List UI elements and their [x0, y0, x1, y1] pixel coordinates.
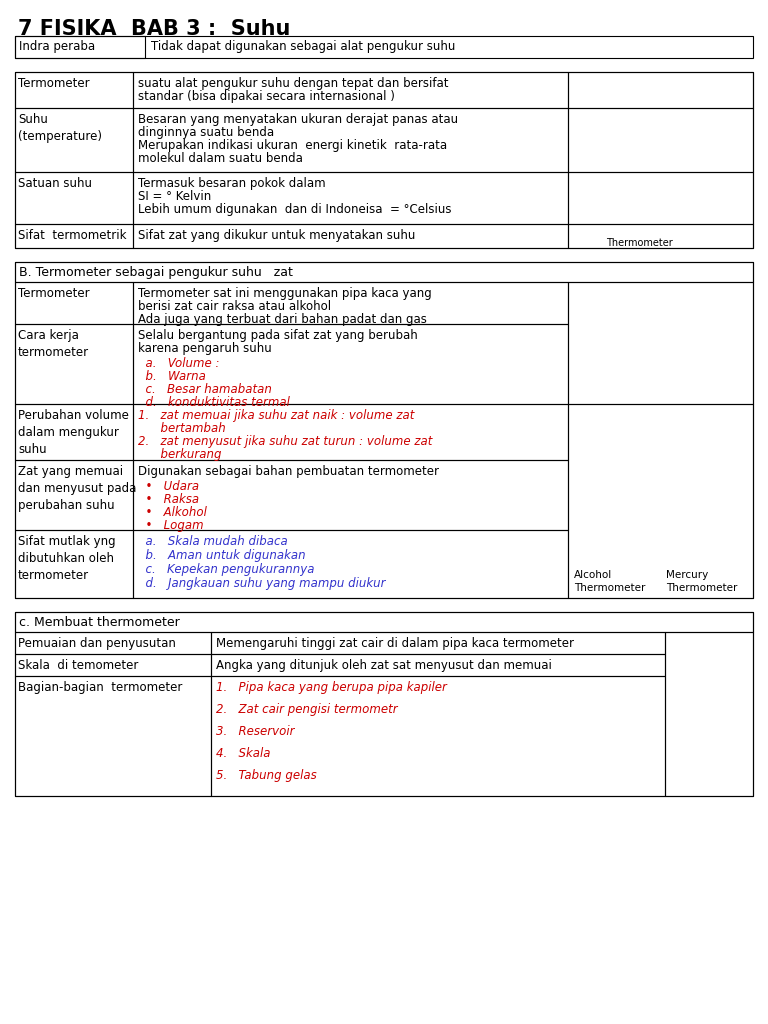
Bar [133, 172, 568, 224]
Text: Suhu
(temperature): Suhu (temperature) [18, 113, 102, 143]
Text: •   Raksa: • Raksa [138, 493, 199, 506]
Bar [15, 404, 133, 460]
Text: molekul dalam suatu benda: molekul dalam suatu benda [138, 152, 303, 165]
Text: dinginnya suatu benda: dinginnya suatu benda [138, 126, 274, 139]
Bar [15, 262, 753, 282]
Text: 5.   Tabung gelas: 5. Tabung gelas [216, 769, 316, 782]
Text: •   Udara: • Udara [138, 480, 199, 493]
Bar [133, 530, 568, 598]
Bar [665, 632, 753, 796]
Bar [133, 460, 568, 530]
Text: Indra peraba: Indra peraba [19, 40, 95, 53]
Text: SI = ° Kelvin: SI = ° Kelvin [138, 190, 211, 203]
Bar [568, 404, 753, 598]
Bar [15, 36, 145, 58]
Text: berisi zat cair raksa atau alkohol: berisi zat cair raksa atau alkohol [138, 300, 331, 313]
Text: •   Logam: • Logam [138, 519, 204, 532]
Text: d.   konduktivitas termal: d. konduktivitas termal [138, 396, 290, 409]
Text: Termometer sat ini menggunakan pipa kaca yang: Termometer sat ini menggunakan pipa kaca… [138, 287, 432, 300]
Bar [15, 172, 133, 224]
Text: Termasuk besaran pokok dalam: Termasuk besaran pokok dalam [138, 177, 326, 190]
Text: Sifat  termometrik: Sifat termometrik [18, 229, 127, 242]
Bar [15, 282, 133, 324]
Bar [133, 108, 568, 172]
Bar [568, 108, 753, 172]
Text: Sifat zat yang dikukur untuk menyatakan suhu: Sifat zat yang dikukur untuk menyatakan … [138, 229, 415, 242]
Bar [211, 676, 665, 796]
Bar [15, 108, 133, 172]
Bar [133, 324, 568, 404]
Bar [15, 612, 753, 796]
Bar [15, 530, 133, 598]
Text: B. Termometer sebagai pengukur suhu   zat: B. Termometer sebagai pengukur suhu zat [19, 266, 293, 279]
Text: c.   Kepekan pengukurannya: c. Kepekan pengukurannya [138, 563, 315, 575]
Text: Angka yang ditunjuk oleh zat sat menyusut dan memuai: Angka yang ditunjuk oleh zat sat menyusu… [216, 659, 552, 672]
Text: Digunakan sebagai bahan pembuatan termometer: Digunakan sebagai bahan pembuatan termom… [138, 465, 439, 478]
Text: Memengaruhi tinggi zat cair di dalam pipa kaca termometer: Memengaruhi tinggi zat cair di dalam pip… [216, 637, 574, 650]
Text: 4.   Skala: 4. Skala [216, 746, 270, 760]
Text: Ada juga yang terbuat dari bahan padat dan gas: Ada juga yang terbuat dari bahan padat d… [138, 313, 427, 326]
Text: Selalu bergantung pada sifat zat yang berubah: Selalu bergantung pada sifat zat yang be… [138, 329, 418, 342]
Text: Perubahan volume
dalam mengukur
suhu: Perubahan volume dalam mengukur suhu [18, 409, 129, 456]
Bar [568, 224, 753, 248]
Bar [211, 632, 665, 654]
Text: c. Membuat thermometer: c. Membuat thermometer [19, 616, 180, 629]
Text: bertambah: bertambah [138, 422, 226, 435]
Text: Bagian-bagian  termometer: Bagian-bagian termometer [18, 681, 182, 694]
Bar [15, 676, 211, 796]
Text: suatu alat pengukur suhu dengan tepat dan bersifat: suatu alat pengukur suhu dengan tepat da… [138, 77, 449, 90]
Text: •   Alkohol: • Alkohol [138, 506, 207, 519]
Bar [133, 282, 568, 324]
Text: Tidak dapat digunakan sebagai alat pengukur suhu: Tidak dapat digunakan sebagai alat pengu… [151, 40, 455, 53]
Text: karena pengaruh suhu: karena pengaruh suhu [138, 342, 272, 355]
Text: Thermometer: Thermometer [606, 238, 673, 248]
Text: 2.   Zat cair pengisi termometr: 2. Zat cair pengisi termometr [216, 703, 398, 716]
Bar [15, 36, 753, 58]
Bar [133, 224, 568, 248]
Text: Skala  di temometer: Skala di temometer [18, 659, 138, 672]
Bar [133, 72, 568, 108]
Bar [15, 632, 211, 654]
Bar [15, 72, 133, 108]
Bar [568, 72, 753, 108]
Text: Zat yang memuai
dan menyusut pada
perubahan suhu: Zat yang memuai dan menyusut pada peruba… [18, 465, 137, 512]
Text: Termometer: Termometer [18, 287, 90, 300]
Text: b.   Aman untuk digunakan: b. Aman untuk digunakan [138, 549, 306, 562]
Bar [15, 654, 211, 676]
Text: a.   Skala mudah dibaca: a. Skala mudah dibaca [138, 535, 288, 548]
Bar [15, 72, 753, 248]
Bar [568, 282, 753, 404]
Text: 7 FISIKA  BAB 3 :  Suhu: 7 FISIKA BAB 3 : Suhu [18, 19, 290, 39]
Text: 1.   zat memuai jika suhu zat naik : volume zat: 1. zat memuai jika suhu zat naik : volum… [138, 409, 415, 422]
Text: Lebih umum digunakan  dan di Indoneisa  = °Celsius: Lebih umum digunakan dan di Indoneisa = … [138, 203, 452, 216]
Text: d.   Jangkauan suhu yang mampu diukur: d. Jangkauan suhu yang mampu diukur [138, 577, 386, 590]
Bar [15, 262, 753, 598]
Text: Satuan suhu: Satuan suhu [18, 177, 92, 190]
Text: Alcohol
Thermometer: Alcohol Thermometer [574, 570, 645, 593]
Text: standar (bisa dipakai secara internasional ): standar (bisa dipakai secara internasion… [138, 90, 395, 103]
Text: Mercury
Thermometer: Mercury Thermometer [666, 570, 737, 593]
Bar [15, 460, 133, 530]
Bar [568, 172, 753, 224]
Text: berkurang: berkurang [138, 449, 221, 461]
Text: Besaran yang menyatakan ukuran derajat panas atau: Besaran yang menyatakan ukuran derajat p… [138, 113, 458, 126]
Bar [15, 324, 133, 404]
Text: 1.   Pipa kaca yang berupa pipa kapiler: 1. Pipa kaca yang berupa pipa kapiler [216, 681, 447, 694]
Text: 2.   zat menyusut jika suhu zat turun : volume zat: 2. zat menyusut jika suhu zat turun : vo… [138, 435, 432, 449]
Text: Sifat mutlak yng
dibutuhkan oleh
termometer: Sifat mutlak yng dibutuhkan oleh termome… [18, 535, 116, 582]
Text: Pemuaian dan penyusutan: Pemuaian dan penyusutan [18, 637, 176, 650]
Bar [15, 612, 753, 632]
Bar [15, 224, 133, 248]
Text: b.   Warna: b. Warna [138, 370, 206, 383]
Bar [133, 404, 568, 460]
Bar [211, 654, 665, 676]
Text: c.   Besar hamabatan: c. Besar hamabatan [138, 383, 272, 396]
Text: Cara kerja
termometer: Cara kerja termometer [18, 329, 89, 359]
Text: Merupakan indikasi ukuran  energi kinetik  rata-rata: Merupakan indikasi ukuran energi kinetik… [138, 139, 447, 152]
Text: Termometer: Termometer [18, 77, 90, 90]
Text: 3.   Reservoir: 3. Reservoir [216, 725, 294, 738]
Text: a.   Volume :: a. Volume : [138, 357, 220, 370]
